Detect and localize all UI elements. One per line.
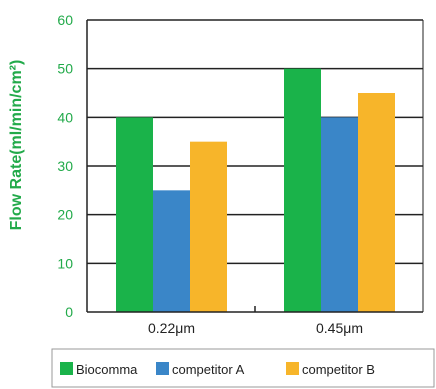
legend: Biocomma competitor A competitor B bbox=[51, 348, 435, 388]
bar-competitor-b-1 bbox=[358, 93, 395, 312]
bar-competitor-b-0 bbox=[190, 141, 227, 312]
y-tick-label: 60 bbox=[57, 12, 73, 28]
y-tick-label: 0 bbox=[65, 304, 73, 320]
legend-swatch bbox=[60, 362, 73, 375]
legend-label: competitor B bbox=[302, 362, 375, 377]
legend-swatch bbox=[156, 362, 169, 375]
y-tick-label: 20 bbox=[57, 207, 73, 223]
axes bbox=[86, 20, 423, 313]
y-tick-label: 40 bbox=[57, 109, 73, 125]
bar-competitor-a-0 bbox=[153, 190, 190, 312]
legend-box bbox=[51, 348, 435, 388]
y-tick-labels: 0 10 20 30 40 50 60 bbox=[57, 12, 73, 320]
bar-biocomma-1 bbox=[284, 68, 321, 313]
bar-biocomma-0 bbox=[116, 117, 153, 312]
y-tick-label: 50 bbox=[57, 61, 73, 77]
bars bbox=[116, 68, 395, 313]
legend-items: Biocomma competitor A competitor B bbox=[60, 362, 375, 377]
y-axis-label: Flow Rate(ml/min/cm²) bbox=[8, 60, 25, 231]
x-category-label: 0.45μm bbox=[316, 320, 363, 336]
x-category-labels: 0.22μm 0.45μm bbox=[148, 320, 363, 336]
legend-swatch bbox=[286, 362, 299, 375]
legend-label: competitor A bbox=[172, 362, 245, 377]
legend-label: Biocomma bbox=[76, 362, 138, 377]
bar-competitor-a-1 bbox=[321, 117, 358, 312]
x-category-label: 0.22μm bbox=[148, 320, 195, 336]
y-tick-label: 10 bbox=[57, 255, 73, 271]
y-tick-label: 30 bbox=[57, 158, 73, 174]
